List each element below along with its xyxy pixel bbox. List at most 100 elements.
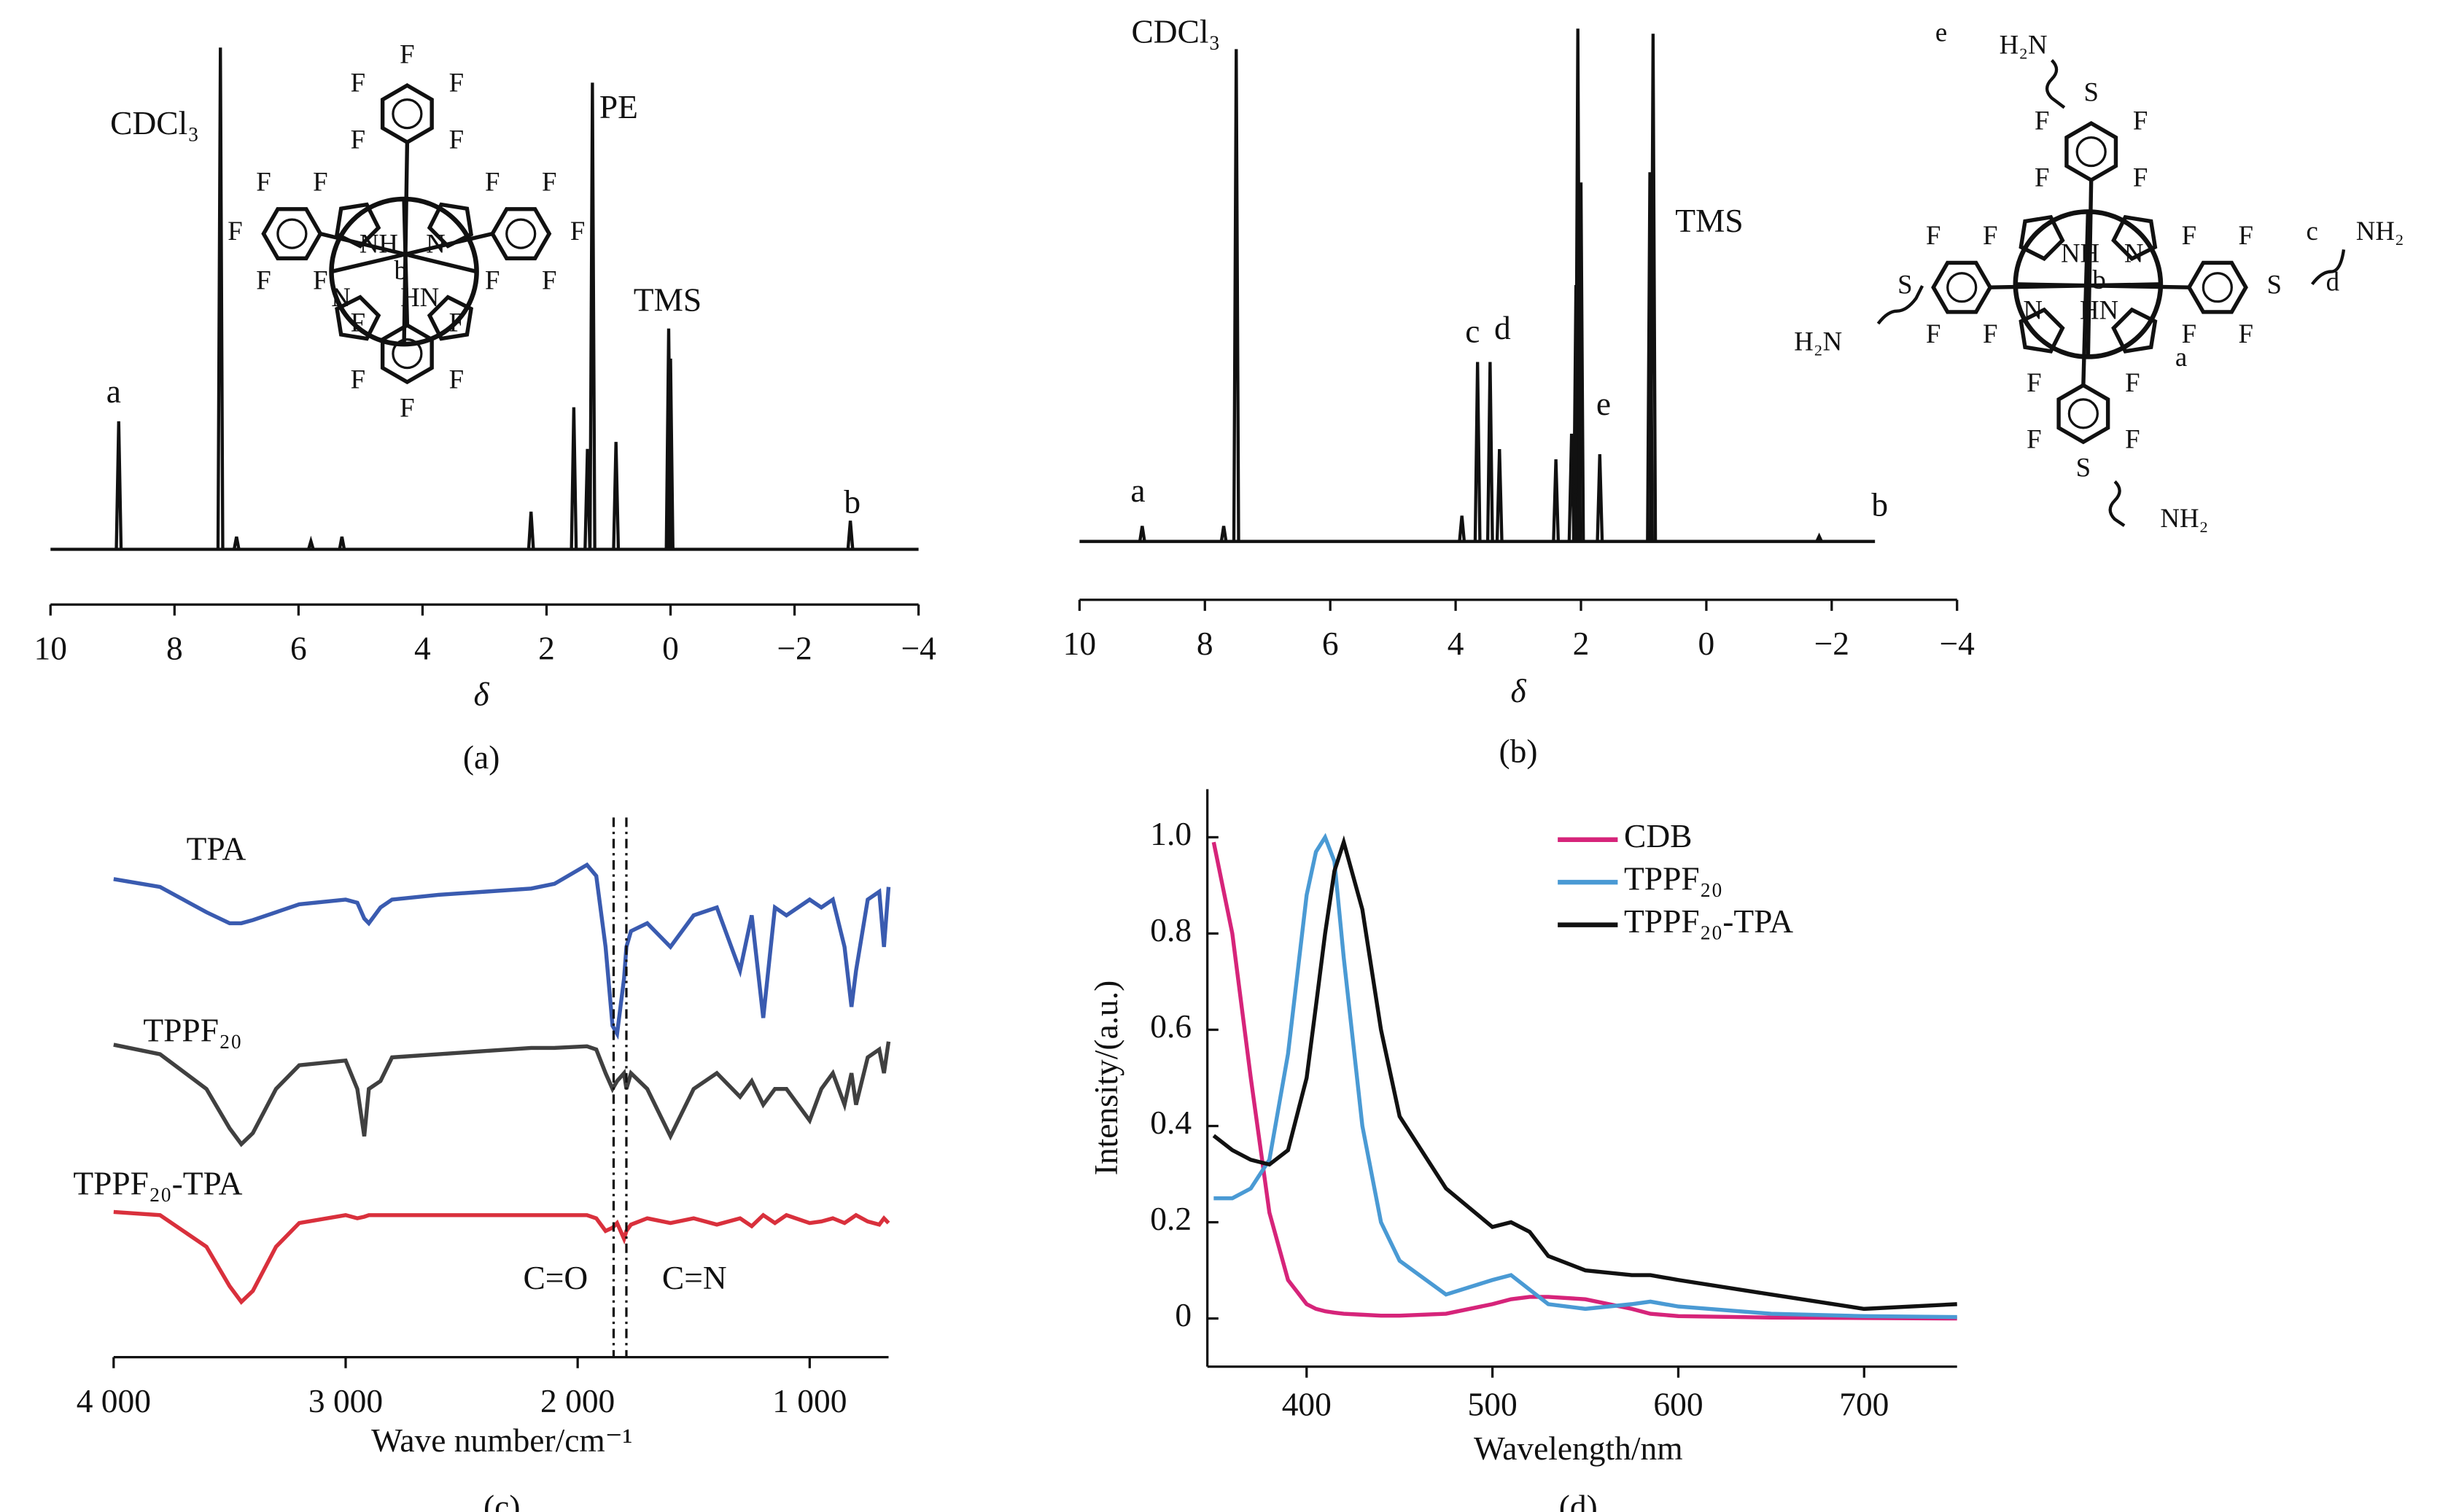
structure-label: F [2182, 319, 2196, 348]
reference-label: C=O [523, 1259, 588, 1296]
series-label: TPPF₂₀-TPA [73, 1164, 242, 1201]
peak [1219, 526, 1228, 542]
reference-label: C=N [662, 1259, 727, 1296]
x-tick-label: 500 [1468, 1385, 1518, 1422]
x-tick-label: 10 [34, 630, 67, 667]
annotation: TMS [634, 281, 702, 318]
phenyl-ring [261, 207, 323, 261]
annotation: PE [599, 88, 638, 125]
series-line [1211, 841, 1957, 1321]
annotation: CDCl₃ [110, 104, 199, 141]
x-axis-label: δ [1510, 672, 1526, 709]
structure-label: H₂N [1794, 327, 1842, 356]
structure-label: N [426, 228, 446, 258]
series-line [113, 862, 891, 1040]
structure-label: c [2307, 216, 2318, 246]
peak [114, 421, 123, 550]
peak [667, 358, 675, 550]
peak [1232, 49, 1240, 542]
peak [588, 82, 597, 550]
x-tick-label: 1 000 [772, 1382, 847, 1419]
structure-label: N [2124, 238, 2144, 268]
annotation: CDCl₃ [1131, 12, 1220, 50]
chain [2310, 249, 2346, 286]
peak [1473, 362, 1482, 542]
structure-label: F [1983, 319, 1997, 348]
structure-label: F [1926, 319, 1940, 348]
pyrrole [335, 202, 381, 249]
phenyl-ring [2056, 383, 2110, 445]
phenyl-aromatic [2067, 398, 2099, 429]
peak [570, 407, 578, 550]
structure-label: F [2239, 220, 2253, 250]
peak [1485, 362, 1494, 542]
pyrrole [2111, 214, 2158, 262]
structure-label: F [2239, 319, 2253, 348]
annotation: a [1130, 472, 1145, 509]
annotation: a [106, 373, 121, 410]
structure-label: F [400, 392, 414, 422]
x-tick-label: 6 [290, 630, 307, 667]
structure-label: NH [360, 228, 398, 258]
structure-label: F [351, 68, 365, 98]
structure-label: F [1926, 220, 1940, 250]
structure-label: F [570, 216, 585, 246]
phenyl-aromatic [2202, 272, 2233, 303]
pyrrole [427, 202, 474, 249]
phenyl-ring [2064, 120, 2118, 183]
structure-label: N [2023, 295, 2043, 324]
peak [216, 47, 225, 550]
structure-label: NH₂ [2356, 216, 2404, 246]
chain [1876, 285, 1924, 325]
x-tick-label: 400 [1282, 1385, 1332, 1422]
peak [1552, 459, 1561, 542]
x-tick-label: −4 [1940, 625, 1975, 662]
structure-label: F [2133, 106, 2148, 136]
structure-label: F [2027, 424, 2041, 454]
structure-label: H₂N [2000, 30, 2048, 60]
peak [1577, 182, 1585, 542]
peak [338, 536, 346, 550]
x-tick-label: 3 000 [308, 1382, 383, 1419]
x-tick-label: 700 [1839, 1385, 1889, 1422]
peak [1458, 515, 1466, 542]
peak [232, 536, 241, 550]
annotation: b [1871, 486, 1888, 523]
structure-label: F [542, 265, 556, 295]
x-axis-label: δ [474, 675, 490, 712]
bond [319, 231, 478, 274]
bond [2086, 179, 2094, 357]
peak [612, 442, 621, 550]
bond [2081, 211, 2091, 386]
amine-chains [1876, 59, 2346, 527]
x-tick-label: 4 000 [77, 1382, 151, 1419]
structure-label: S [2267, 270, 2282, 300]
peak [1596, 454, 1604, 542]
pyrrole [2111, 307, 2158, 354]
x-tick-label: 0 [1698, 625, 1715, 662]
structure-label: F [351, 308, 365, 338]
phenyl-ring [380, 83, 434, 145]
structure-label: F [256, 167, 271, 197]
annotation: e [1596, 385, 1611, 422]
caption: (d) [1559, 1488, 1598, 1512]
x-tick-label: 4 [414, 630, 431, 667]
structure-label: a [2175, 342, 2187, 372]
structure-label: NH₂ [2160, 503, 2208, 533]
series-line [1212, 835, 1957, 1312]
series-line [113, 1209, 890, 1305]
series-label: TPA [187, 830, 246, 867]
structure-label: F [449, 68, 464, 98]
peak [1138, 526, 1146, 542]
structure-label: F [449, 308, 464, 338]
structure-label: b [395, 255, 408, 285]
caption: (c) [483, 1488, 520, 1512]
legend-label: CDB [1624, 817, 1692, 854]
structure-label: F [2133, 162, 2148, 192]
structure-label: F [313, 167, 327, 197]
chain [2108, 480, 2126, 527]
structure-label: F [2035, 162, 2049, 192]
legend-label: TPPF₂₀-TPA [1624, 903, 1793, 940]
